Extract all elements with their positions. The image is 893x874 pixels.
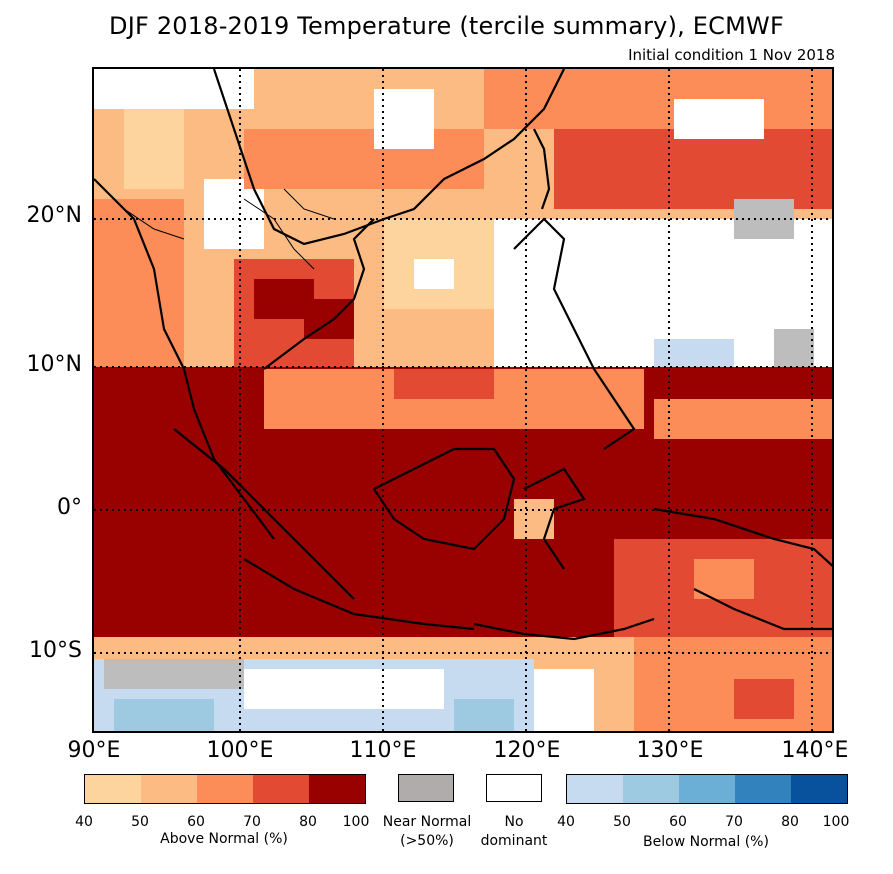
lon-label-90e: 90°E [67,738,121,763]
below-normal-colorbar [566,774,848,804]
below-tick: 80 [781,814,799,830]
below-swatch-1 [567,775,623,803]
forecast-map [92,67,834,733]
above-tick: 100 [342,814,370,830]
above-normal-colorbar [84,774,366,804]
above-swatch-1 [85,775,141,803]
lat-label-20n: 20°N [26,203,82,228]
initial-condition-label: Initial condition 1 Nov 2018 [628,46,835,64]
below-tick: 40 [557,814,575,830]
lon-label-140e: 140°E [781,738,849,763]
lon-label-120e: 120°E [493,738,561,763]
above-tick: 50 [131,814,149,830]
lat-label-10s: 10°S [29,638,82,663]
below-swatch-2 [623,775,679,803]
below-tick: 100 [822,814,850,830]
above-tick: 60 [187,814,205,830]
graticule [94,69,832,731]
lon-label-130e: 130°E [636,738,704,763]
no-dominant-swatch [486,774,542,802]
chart-title: DJF 2018-2019 Temperature (tercile summa… [109,12,784,40]
below-swatch-5 [791,775,847,803]
below-normal-caption: Below Normal (%) [643,834,769,850]
above-swatch-2 [141,775,197,803]
lat-label-0: 0° [57,495,82,520]
above-tick: 70 [243,814,261,830]
above-swatch-3 [197,775,253,803]
above-swatch-5 [309,775,365,803]
near-normal-swatch [398,774,454,802]
lon-label-100e: 100°E [206,738,274,763]
map-canvas [94,69,832,731]
lat-label-10n: 10°N [26,352,82,377]
below-tick: 70 [725,814,743,830]
below-swatch-3 [679,775,735,803]
above-tick: 40 [75,814,93,830]
below-tick: 50 [613,814,631,830]
near-normal-caption-1: Near Normal [382,814,472,830]
near-normal-caption-2: (>50%) [400,833,454,849]
below-swatch-4 [735,775,791,803]
no-dominant-caption-1: No [504,814,524,830]
lon-label-110e: 110°E [349,738,417,763]
above-tick: 80 [299,814,317,830]
below-tick: 60 [669,814,687,830]
above-swatch-4 [253,775,309,803]
above-normal-caption: Above Normal (%) [160,831,288,847]
no-dominant-caption-2: dominant [480,833,548,849]
